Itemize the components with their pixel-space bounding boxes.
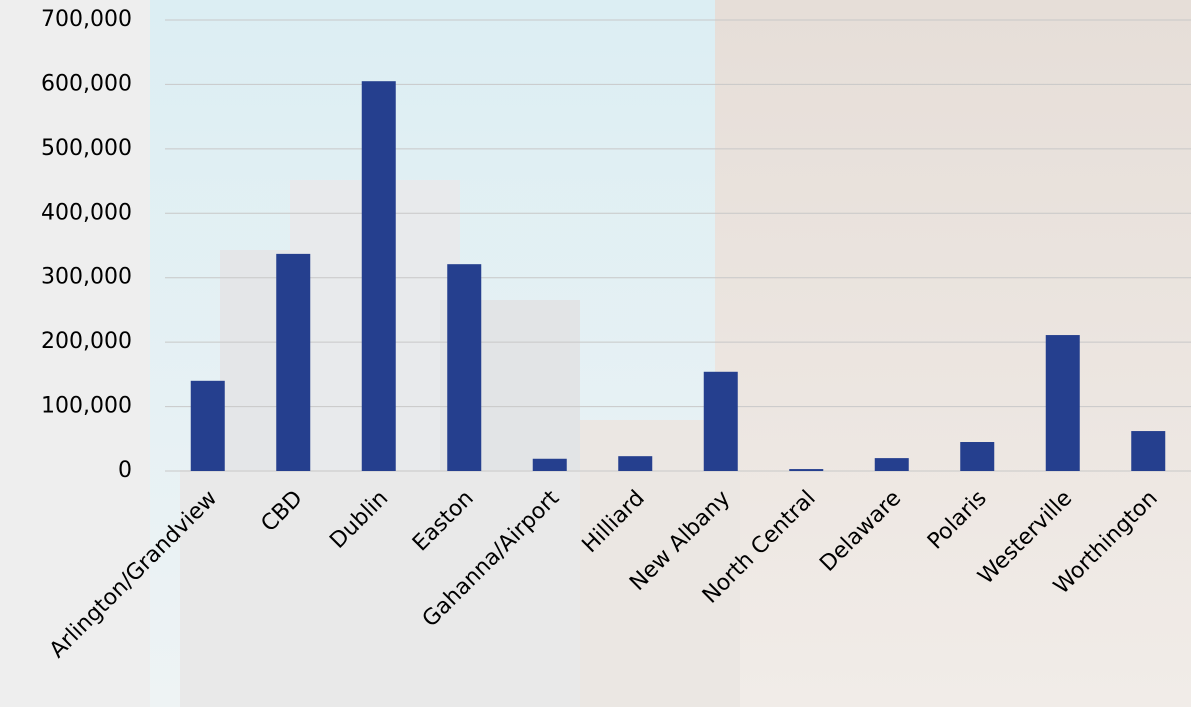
y-tick-label: 0 — [118, 458, 132, 483]
y-tick-label: 600,000 — [41, 71, 132, 96]
bar — [618, 456, 653, 471]
y-tick-label: 700,000 — [41, 7, 132, 32]
bar — [1131, 431, 1166, 471]
y-tick-label: 300,000 — [41, 265, 132, 290]
y-tick-label: 200,000 — [41, 329, 132, 354]
bar — [789, 469, 824, 471]
bar — [361, 81, 396, 471]
bar — [1045, 335, 1080, 471]
bar — [960, 442, 995, 471]
y-tick-label: 500,000 — [41, 136, 132, 161]
y-tick-label: 100,000 — [41, 394, 132, 419]
bar — [447, 264, 482, 471]
y-tick-label: 400,000 — [41, 200, 132, 225]
bar — [532, 458, 567, 471]
bar — [190, 380, 225, 471]
bar — [276, 253, 311, 471]
bar — [874, 458, 909, 471]
bar — [703, 371, 738, 471]
